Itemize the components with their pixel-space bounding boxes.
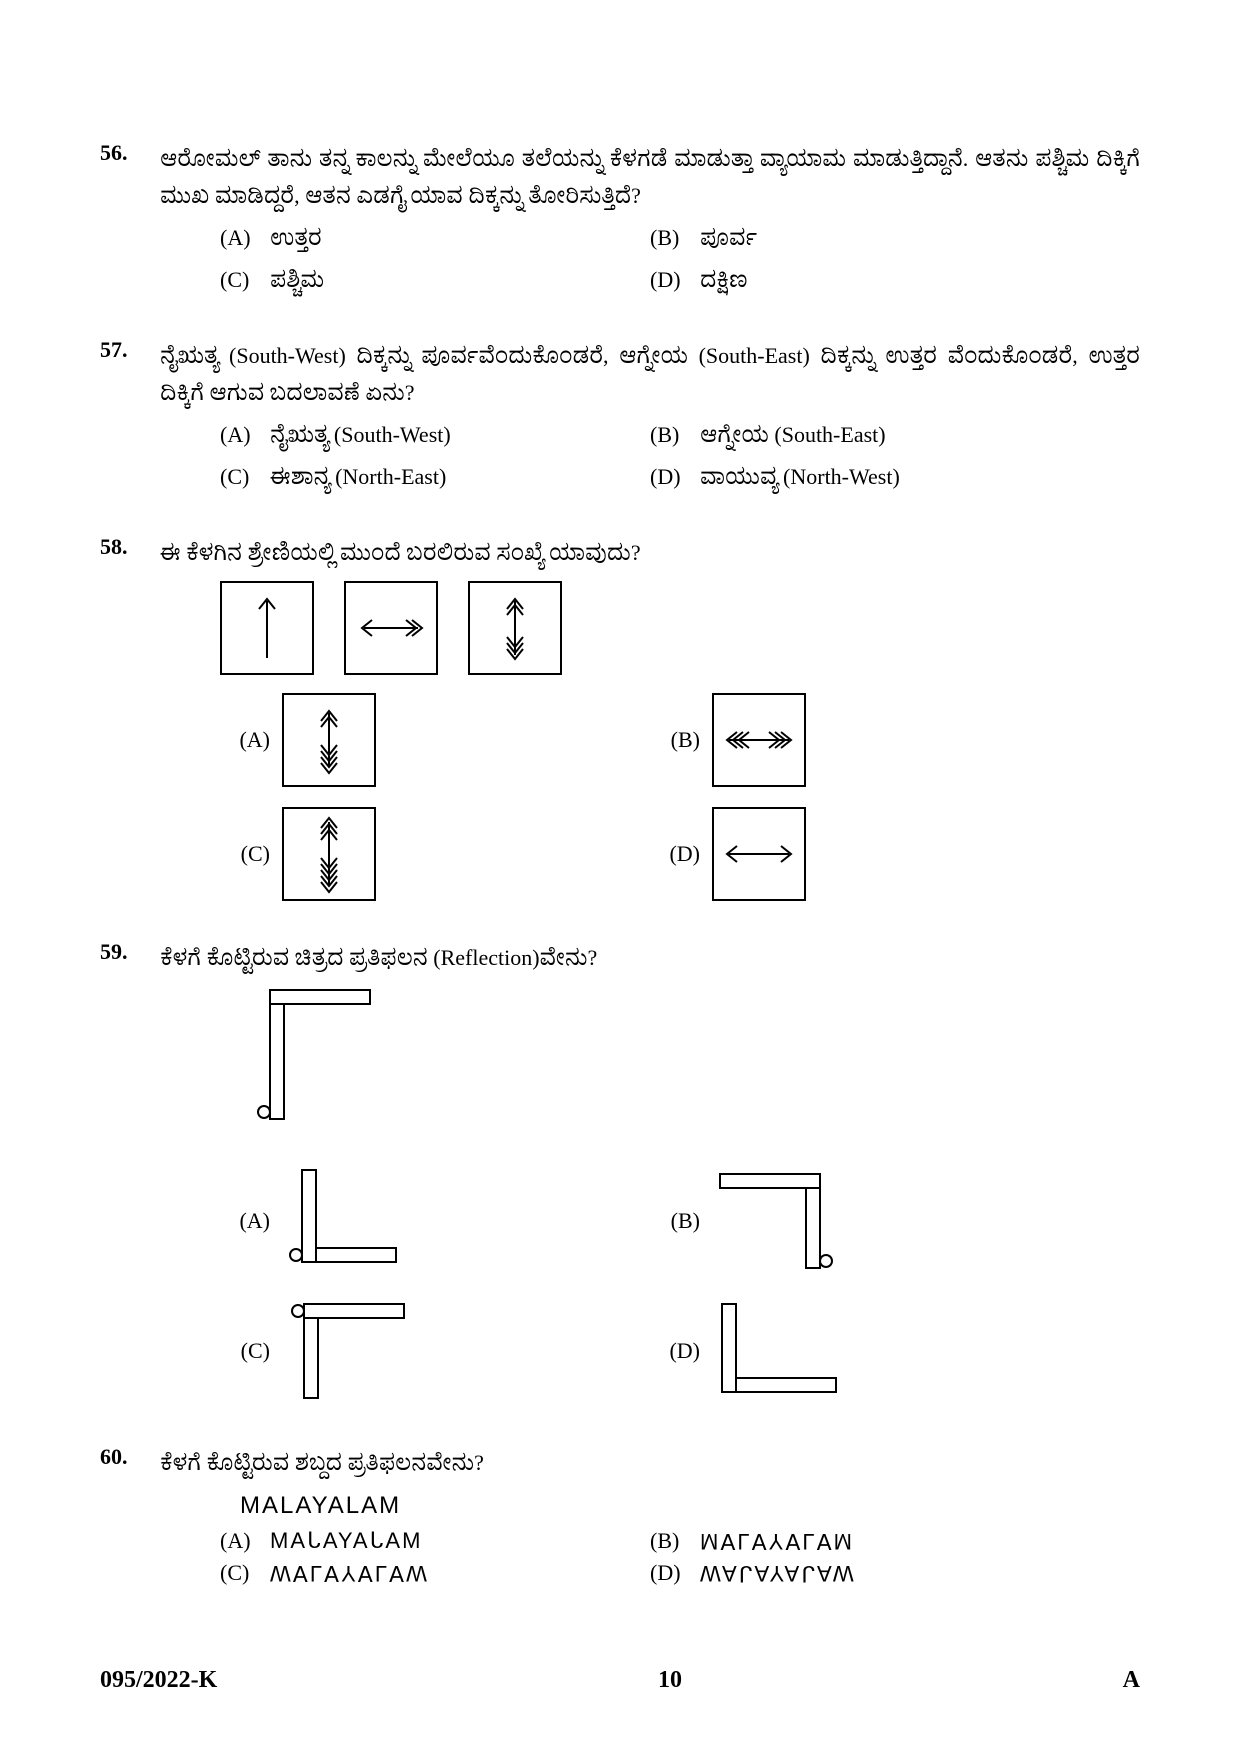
- series-figure-2: [344, 581, 438, 675]
- option-b-figure: [712, 1166, 852, 1276]
- question-56: 56. ಆರೋಮಲ್ ತಾನು ತನ್ನ ಕಾಲನ್ನು ಮೇಲೆಯೂ ತಲೆಯ…: [100, 140, 1140, 309]
- option-a-figure: [282, 693, 376, 787]
- series-figure-3: [468, 581, 562, 675]
- question-number: 60.: [100, 1444, 160, 1591]
- question-57: 57. ನೈಋತ್ಯ (South-West) ದಿಕ್ಕನ್ನು ಪೂರ್ವವ…: [100, 337, 1140, 506]
- option-d[interactable]: (D) ವಾಯುವ್ಯ (North-West): [650, 464, 1140, 500]
- question-number: 59.: [100, 939, 160, 1416]
- option-c[interactable]: (C) W∀L∀Y∀L∀W: [160, 1560, 650, 1586]
- footer-page-number: 10: [658, 1667, 682, 1694]
- option-c[interactable]: (C) ಪಶ್ಚಿಮ: [160, 267, 650, 303]
- option-b-figure: [712, 693, 806, 787]
- page-footer: 095/2022-K 10 A: [100, 1667, 1140, 1694]
- question-number: 56.: [100, 140, 160, 309]
- option-d-figure: [712, 807, 806, 901]
- question-text: ನೈಋತ್ಯ (South-West) ದಿಕ್ಕನ್ನು ಪೂರ್ವವೆಂದು…: [160, 337, 1140, 412]
- option-a[interactable]: (A) ಉತ್ತರ: [160, 225, 650, 261]
- option-c-figure: [282, 807, 376, 901]
- option-a[interactable]: (A): [160, 1166, 650, 1276]
- footer-code: 095/2022-K: [100, 1667, 217, 1694]
- q60-word: MALAYALAM: [240, 1492, 1140, 1520]
- option-a[interactable]: (A): [160, 693, 650, 787]
- question-number: 58.: [100, 534, 160, 911]
- option-b[interactable]: (B): [650, 693, 1140, 787]
- question-text: ಕೆಳಗೆ ಕೊಟ್ಟಿರುವ ಚಿತ್ರದ ಪ್ರತಿಫಲನ (Reflect…: [160, 939, 1140, 976]
- option-a-figure: [282, 1166, 412, 1276]
- option-c-figure: [282, 1296, 422, 1406]
- option-c[interactable]: (C) ಈಶಾನ್ಯ (North-East): [160, 464, 650, 500]
- question-60: 60. ಕೆಳಗೆ ಕೊಟ್ಟಿರುವ ಶಬ್ದದ ಪ್ರತಿಫಲನವೇನು? …: [100, 1444, 1140, 1591]
- option-d[interactable]: (D) WAᒐAYAᒐAW: [650, 1560, 1140, 1586]
- footer-set: A: [1123, 1667, 1140, 1694]
- option-b[interactable]: (B) M∀L∀Y∀L∀M: [650, 1528, 1140, 1554]
- option-b[interactable]: (B): [650, 1166, 1140, 1276]
- question-text: ಕೆಳಗೆ ಕೊಟ್ಟಿರುವ ಶಬ್ದದ ಪ್ರತಿಫಲನವೇನು?: [160, 1444, 1140, 1481]
- option-b[interactable]: (B) ಪೂರ್ವ: [650, 225, 1140, 261]
- option-a[interactable]: (A) ನೈಋತ್ಯ (South-West): [160, 422, 650, 458]
- question-58: 58. ಈ ಕೆಳಗಿನ ಶ್ರೇಣಿಯಲ್ಲಿ ಮುಂದೆ ಬರಲಿರುವ ಸ…: [100, 534, 1140, 911]
- option-b[interactable]: (B) ಆಗ್ನೇಯ (South-East): [650, 422, 1140, 458]
- question-59: 59. ಕೆಳಗೆ ಕೊಟ್ಟಿರುವ ಚಿತ್ರದ ಪ್ರತಿಫಲನ (Ref…: [100, 939, 1140, 1416]
- option-a[interactable]: (A) MAᒐAYAᒐAM: [160, 1528, 650, 1554]
- option-d[interactable]: (D): [650, 1296, 1140, 1406]
- question-text: ಈ ಕೆಳಗಿನ ಶ್ರೇಣಿಯಲ್ಲಿ ಮುಂದೆ ಬರಲಿರುವ ಸಂಖ್ಯ…: [160, 534, 1140, 571]
- series-figure-1: [220, 581, 314, 675]
- option-d-figure: [712, 1296, 852, 1406]
- option-d[interactable]: (D): [650, 807, 1140, 901]
- option-c[interactable]: (C): [160, 1296, 650, 1406]
- option-d[interactable]: (D) ದಕ್ಷಿಣ: [650, 267, 1140, 303]
- option-c[interactable]: (C): [160, 807, 650, 901]
- question-number: 57.: [100, 337, 160, 506]
- question-text: ಆರೋಮಲ್ ತಾನು ತನ್ನ ಕಾಲನ್ನು ಮೇಲೆಯೂ ತಲೆಯನ್ನು…: [160, 140, 1140, 215]
- q59-main-figure: [160, 986, 1140, 1136]
